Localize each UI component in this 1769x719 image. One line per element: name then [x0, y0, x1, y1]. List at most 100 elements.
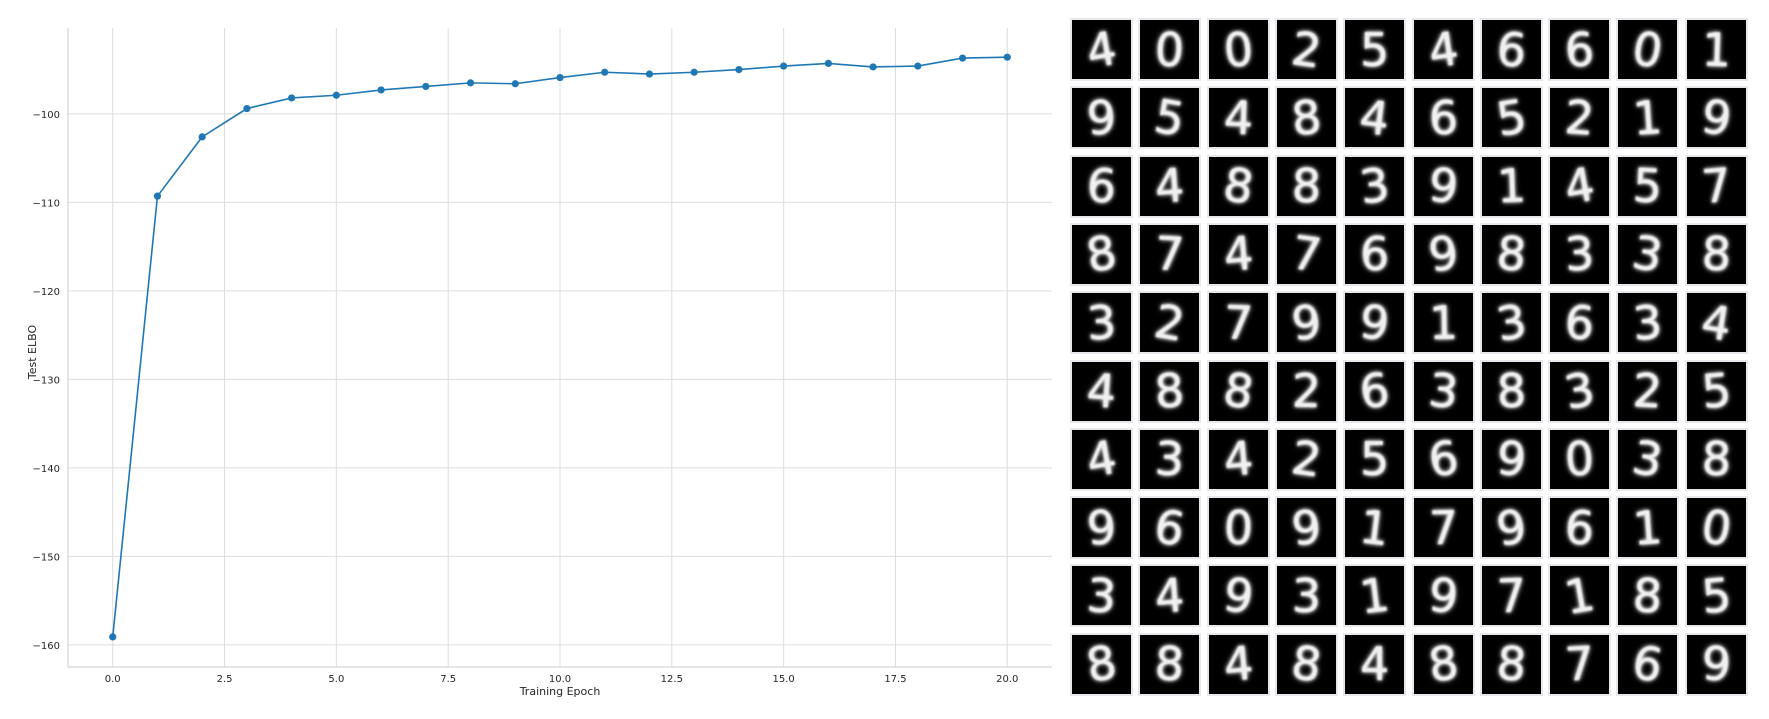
digit-sample-glyph: 3 [1085, 294, 1118, 351]
digit-sample-tile: 0 [1208, 498, 1268, 558]
digit-sample-tile: 4 [1208, 224, 1268, 284]
digit-sample-glyph: 1 [1560, 566, 1599, 626]
x-tick-label: 12.5 [661, 674, 683, 685]
digit-sample-tile: 3 [1550, 224, 1610, 284]
digit-sample-glyph: 6 [1628, 635, 1667, 694]
elbo-data-point [109, 633, 117, 641]
digit-sample-glyph: 9 [1289, 499, 1324, 556]
digit-sample-glyph: 4 [1222, 90, 1254, 146]
digit-sample-tile: 8 [1481, 224, 1541, 284]
digit-sample-glyph: 8 [1700, 226, 1732, 282]
x-tick-label: 2.5 [217, 674, 233, 685]
elbo-data-point [243, 104, 251, 113]
digit-sample-tile: 7 [1140, 224, 1200, 284]
digit-sample-tile: 0 [1208, 20, 1268, 79]
elbo-data-point [288, 94, 296, 102]
digit-sample-tile: 7 [1686, 156, 1746, 216]
digit-sample-tile: 1 [1618, 498, 1678, 558]
digit-sample-tile: 8 [1686, 224, 1746, 284]
digit-sample-glyph: 0 [1697, 498, 1735, 557]
x-axis-label: Training Epoch [519, 685, 601, 698]
elbo-data-point [153, 192, 162, 200]
x-tick-label: 7.5 [440, 674, 456, 685]
digit-sample-glyph: 0 [1222, 500, 1254, 556]
axes [67, 28, 1052, 668]
y-tick-label: −100 [33, 110, 60, 121]
digit-sample-glyph: 8 [1082, 225, 1121, 284]
digit-sample-tile: 4 [1072, 20, 1131, 79]
digit-sample-tile: 1 [1345, 498, 1405, 558]
x-tick-label: 15.0 [773, 674, 795, 685]
elbo-data-point [332, 91, 340, 99]
digit-sample-glyph: 9 [1697, 88, 1735, 147]
digit-sample-glyph: 4 [1153, 567, 1187, 624]
digit-sample-glyph: 8 [1219, 157, 1257, 216]
digit-sample-glyph: 7 [1563, 636, 1596, 692]
digit-sample-tile: 2 [1276, 20, 1336, 79]
y-tick-label: −110 [33, 198, 60, 209]
digit-sample-tile: 7 [1481, 566, 1541, 626]
digit-sample-glyph: 3 [1356, 157, 1393, 215]
elbo-data-point [377, 86, 385, 94]
digit-sample-glyph: 3 [1631, 294, 1665, 351]
digit-sample-tile: 2 [1550, 88, 1610, 148]
y-axis-label: Test ELBO [26, 325, 39, 381]
digit-sample-glyph: 4 [1153, 158, 1187, 215]
elbo-data-point [556, 73, 564, 82]
digit-sample-tile: 4 [1413, 20, 1473, 79]
digit-sample-glyph: 1 [1427, 295, 1459, 350]
digit-sample-glyph: 4 [1560, 156, 1599, 216]
digit-sample-glyph: 6 [1356, 362, 1393, 420]
digit-sample-tile: 9 [1481, 429, 1541, 489]
digit-sample-tile: 1 [1686, 20, 1746, 79]
digit-sample-glyph: 4 [1082, 20, 1121, 79]
digit-sample-glyph: 5 [1631, 158, 1664, 214]
digit-sample-glyph: 2 [1150, 293, 1189, 352]
digit-sample-glyph: 9 [1700, 636, 1732, 692]
digit-sample-glyph: 6 [1150, 498, 1189, 557]
digit-sample-glyph: 9 [1492, 498, 1530, 557]
digit-sample-glyph: 1 [1495, 158, 1527, 214]
digit-sample-glyph: 2 [1563, 89, 1597, 146]
digit-sample-glyph: 6 [1360, 227, 1390, 282]
digit-sample-tile: 9 [1276, 498, 1336, 558]
digit-sample-tile: 3 [1618, 429, 1678, 489]
digit-sample-tile: 1 [1550, 566, 1610, 626]
digit-sample-glyph: 1 [1631, 499, 1665, 556]
digit-sample-glyph: 7 [1427, 500, 1459, 555]
tick-labels: 0.0 2.5 5.0 7.5 10.0 12.5 15.0 17.5 20.0 −160 −150… [33, 110, 1019, 685]
digit-sample-glyph: 2 [1288, 430, 1325, 489]
digit-sample-glyph: 8 [1291, 158, 1322, 214]
digit-sample-tile: 0 [1686, 498, 1746, 558]
digit-sample-glyph: 5 [1699, 567, 1734, 625]
digit-sample-glyph: 5 [1699, 362, 1734, 420]
digit-sample-glyph: 8 [1631, 568, 1664, 624]
digit-sample-glyph: 4 [1082, 430, 1121, 489]
elbo-data-point [198, 133, 206, 141]
digit-sample-glyph: 8 [1289, 89, 1324, 147]
elbo-data-point [824, 59, 832, 68]
digit-sample-glyph: 8 [1219, 362, 1257, 420]
y-tick-label: −140 [33, 464, 60, 475]
digit-sample-tile: 5 [1618, 156, 1678, 216]
digit-sample-glyph: 9 [1085, 90, 1118, 146]
digit-sample-tile: 8 [1686, 429, 1746, 489]
elbo-data-point [422, 82, 430, 91]
digit-sample-tile: 8 [1276, 634, 1336, 694]
digit-sample-glyph: 0 [1563, 431, 1596, 488]
digit-sample-tile: 8 [1208, 156, 1268, 216]
digit-sample-tile: 1 [1618, 88, 1678, 148]
digit-sample-glyph: 8 [1153, 636, 1186, 692]
digit-sample-glyph: 2 [1631, 363, 1664, 419]
digit-sample-tile: 2 [1618, 361, 1678, 421]
digit-sample-tile: 6 [1550, 498, 1610, 558]
digit-sample-glyph: 1 [1356, 567, 1393, 625]
digit-sample-tile: 9 [1413, 156, 1473, 216]
digit-sample-tile: 1 [1345, 566, 1405, 626]
digit-sample-tile: 3 [1072, 293, 1131, 353]
digit-sample-glyph: 3 [1085, 567, 1118, 624]
y-tick-label: −160 [33, 641, 60, 652]
digit-sample-glyph: 5 [1492, 88, 1530, 147]
y-tick-label: −130 [33, 375, 60, 386]
digit-sample-tile: 6 [1550, 293, 1610, 353]
